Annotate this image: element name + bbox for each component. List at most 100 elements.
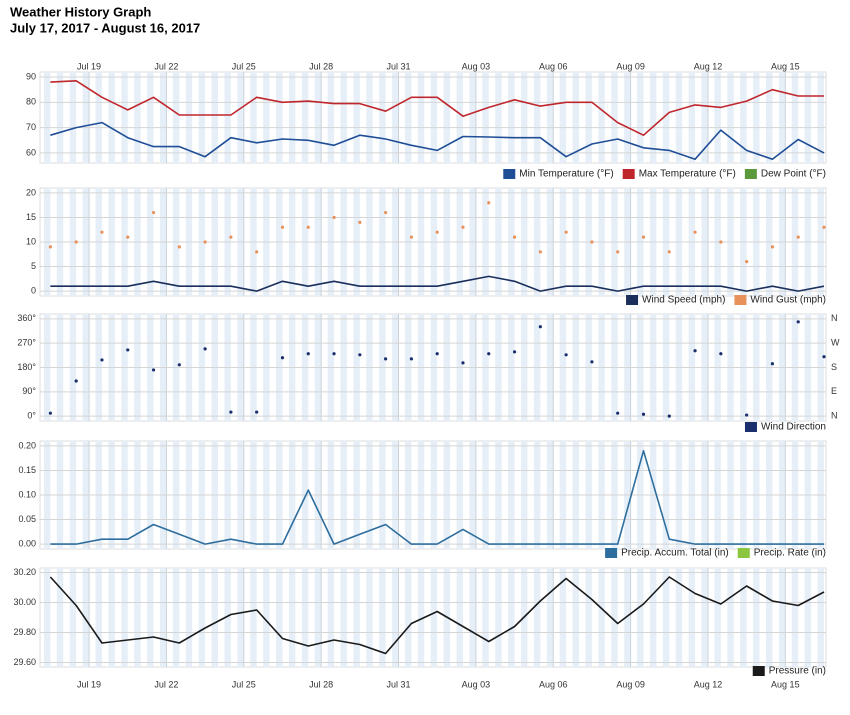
y-tick-label: 360° (17, 313, 36, 323)
data-point (100, 230, 104, 234)
legend-label: Pressure (in) (769, 666, 826, 677)
stripe (82, 568, 90, 667)
data-point (512, 235, 517, 239)
data-point (74, 240, 78, 244)
y-tick-label: 0.05 (18, 514, 36, 524)
stripe (82, 72, 90, 163)
stripe (353, 72, 360, 163)
stripe (211, 72, 219, 163)
stripe (301, 72, 309, 163)
stripe (43, 568, 51, 667)
stripe (250, 72, 257, 163)
stripe (791, 72, 799, 163)
stripe (147, 568, 154, 667)
y-tick-label: 30.20 (13, 567, 36, 577)
stripe (456, 72, 463, 163)
data-point (177, 363, 181, 367)
stripe (134, 72, 141, 163)
stripe (327, 568, 335, 667)
x-tick-label: Aug 06 (539, 679, 568, 689)
stripe (675, 568, 683, 667)
data-point (151, 368, 156, 372)
stripe (108, 568, 115, 667)
series-line (50, 275, 825, 292)
y-tick-label: 80 (26, 97, 36, 107)
data-point (461, 225, 465, 229)
data-point (487, 201, 491, 205)
x-tick-label: Jul 25 (232, 679, 256, 689)
legend-swatch (744, 169, 757, 179)
data-point (512, 350, 517, 354)
data-point (126, 235, 130, 239)
x-tick-label: Jul 25 (232, 61, 256, 71)
stripe (688, 568, 696, 667)
y-tick-label: 10 (26, 236, 36, 246)
stripe (727, 72, 734, 163)
data-point (229, 410, 233, 414)
data-point (745, 413, 749, 417)
stripe (804, 72, 812, 163)
stripe (108, 72, 115, 163)
stripe (701, 568, 708, 667)
stripe (714, 72, 721, 163)
stripe (417, 72, 425, 163)
data-point (435, 230, 439, 234)
y-tick-label: 5 (31, 261, 36, 271)
stripe (198, 568, 206, 667)
y-tick-label: 0° (27, 411, 36, 421)
data-point (796, 235, 800, 239)
stripe (765, 72, 773, 163)
stripe (817, 72, 824, 163)
stripe (585, 568, 592, 667)
legend-swatch (744, 422, 757, 432)
legend-swatch (622, 169, 635, 179)
stripe (276, 72, 283, 163)
data-point (564, 230, 568, 234)
stripe (456, 568, 463, 667)
stripe (533, 72, 541, 163)
stripe (662, 568, 670, 667)
stripe (172, 568, 180, 667)
y-tick-label: 0.20 (18, 440, 36, 450)
stripe (121, 568, 128, 667)
stripe (533, 568, 541, 667)
stripe (714, 568, 721, 667)
stripe (263, 72, 270, 163)
stripe (353, 568, 360, 667)
data-point (590, 240, 594, 244)
stripe (185, 72, 193, 163)
data-point (538, 325, 542, 329)
y-tick-label: 90 (26, 71, 36, 81)
legend-label: Wind Gust (mph) (750, 295, 826, 306)
x-tick-label: Jul 31 (386, 61, 410, 71)
y-tick-label: 180° (17, 362, 36, 372)
stripe (778, 72, 786, 163)
x-tick-label: Jul 19 (77, 61, 101, 71)
x-tick-label: Aug 03 (462, 61, 491, 71)
stripe (224, 72, 231, 163)
stripe (43, 72, 51, 163)
stripe (288, 568, 296, 667)
stripe (598, 568, 605, 667)
x-tick-label: Jul 28 (309, 679, 333, 689)
y-tick-label: 29.60 (13, 657, 36, 667)
y-tick-label: 70 (26, 122, 36, 132)
legend-label: Max Temperature (°F) (639, 169, 736, 180)
x-tick-label: Aug 09 (616, 61, 645, 71)
data-point (409, 357, 414, 361)
stripe (637, 568, 644, 667)
data-point (564, 353, 568, 357)
stripe (791, 568, 799, 667)
stripe (572, 72, 580, 163)
data-point (719, 352, 723, 356)
y-tick-label: 60 (26, 147, 36, 157)
data-point (590, 360, 594, 364)
stripe (804, 568, 812, 667)
series-line (50, 450, 824, 545)
data-point (745, 260, 749, 264)
x-tick-label: Aug 06 (539, 61, 568, 71)
data-point (770, 245, 775, 249)
stripe (482, 72, 489, 163)
data-point (693, 230, 697, 234)
